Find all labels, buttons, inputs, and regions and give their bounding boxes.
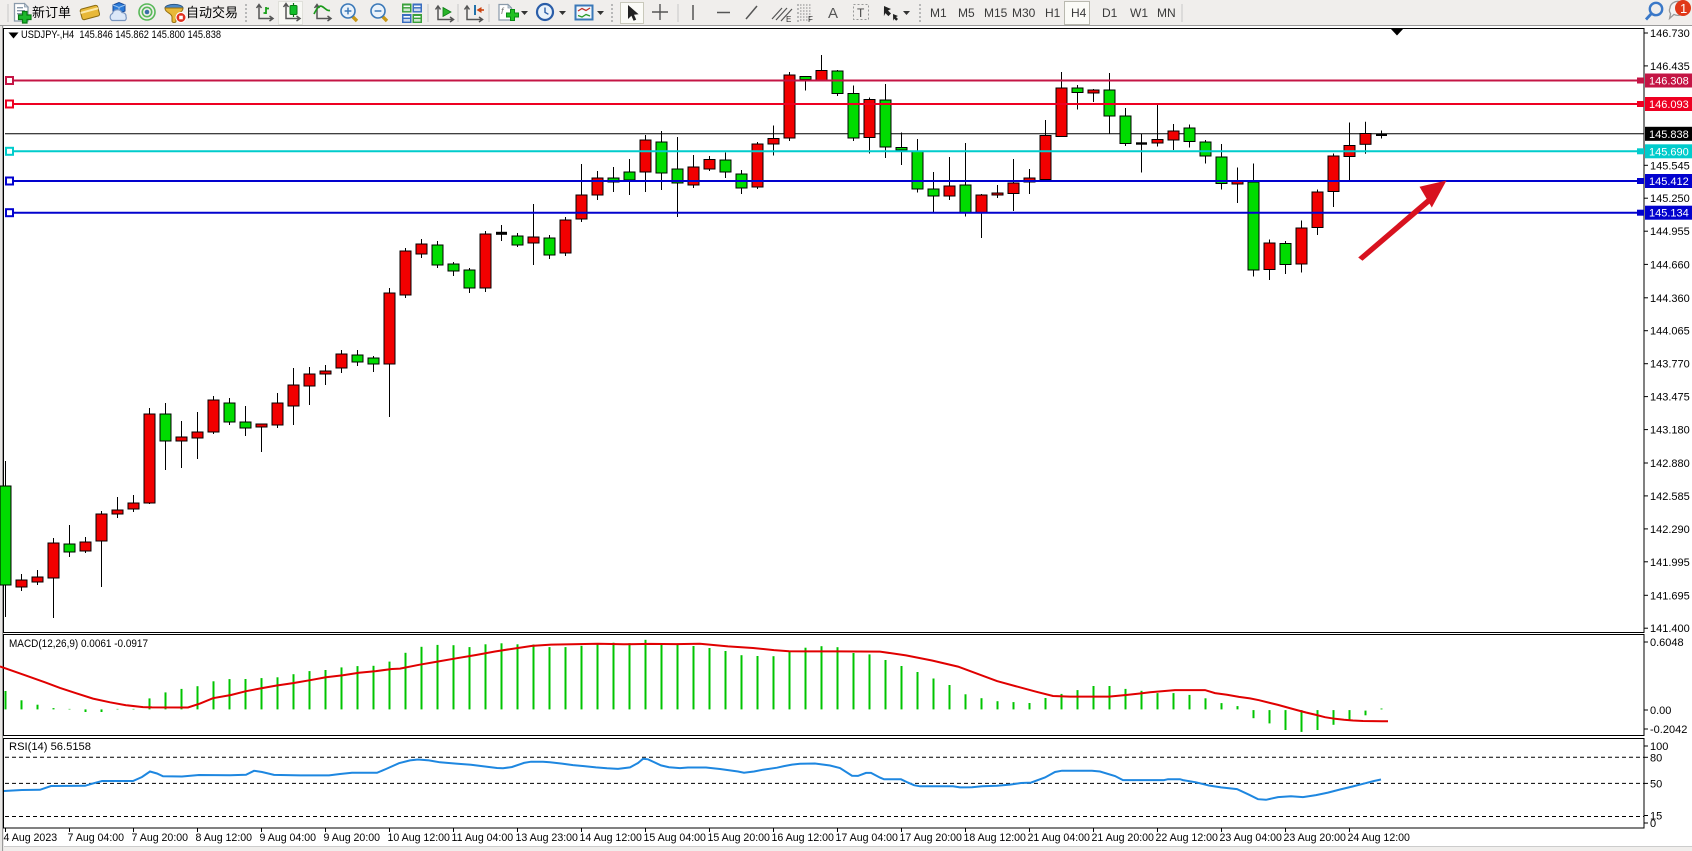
svg-text:0.6048: 0.6048 (1650, 637, 1684, 649)
svg-text:16 Aug 12:00: 16 Aug 12:00 (772, 832, 835, 844)
svg-text:145.412: 145.412 (1649, 176, 1689, 188)
svg-text:80: 80 (1650, 752, 1662, 764)
svg-text:143.475: 143.475 (1650, 392, 1690, 404)
svg-text:RSI(14) 56.5158: RSI(14) 56.5158 (9, 741, 91, 753)
svg-text:M5: M5 (958, 6, 975, 20)
svg-text:23 Aug 20:00: 23 Aug 20:00 (1284, 832, 1347, 844)
svg-text:100: 100 (1650, 741, 1668, 753)
svg-text:14 Aug 12:00: 14 Aug 12:00 (580, 832, 643, 844)
svg-text:7 Aug 04:00: 7 Aug 04:00 (68, 832, 125, 844)
svg-text:MACD(12,26,9) 0.0061 -0.0917: MACD(12,26,9) 0.0061 -0.0917 (9, 638, 148, 650)
svg-text:f: f (501, 6, 505, 16)
svg-text:MN: MN (1157, 6, 1176, 20)
svg-text:E: E (786, 15, 791, 24)
svg-text:0.00: 0.00 (1650, 705, 1671, 717)
svg-text:H4: H4 (1071, 6, 1087, 20)
svg-text:22 Aug 12:00: 22 Aug 12:00 (1156, 832, 1219, 844)
svg-text:9 Aug 04:00: 9 Aug 04:00 (260, 832, 317, 844)
svg-text:50: 50 (1650, 778, 1662, 790)
svg-text:D1: D1 (1102, 6, 1118, 20)
svg-text:-0.2042: -0.2042 (1650, 724, 1687, 736)
svg-text:USDJPY-,H4 145.846 145.862 14: USDJPY-,H4 145.846 145.862 145.800 145.8… (21, 29, 221, 41)
svg-text:142.290: 142.290 (1650, 524, 1690, 536)
svg-text:15 Aug 04:00: 15 Aug 04:00 (644, 832, 707, 844)
svg-text:1: 1 (1680, 1, 1687, 16)
svg-text:144.955: 144.955 (1650, 226, 1690, 238)
svg-text:9 Aug 20:00: 9 Aug 20:00 (324, 832, 381, 844)
svg-text:145.838: 145.838 (1649, 129, 1689, 141)
svg-text:146.435: 146.435 (1650, 61, 1690, 73)
svg-text:21 Aug 04:00: 21 Aug 04:00 (1028, 832, 1091, 844)
svg-text:0: 0 (1650, 818, 1656, 830)
svg-text:144.360: 144.360 (1650, 293, 1690, 305)
svg-text:11 Aug 04:00: 11 Aug 04:00 (452, 832, 514, 844)
svg-text:145.690: 145.690 (1649, 146, 1689, 158)
svg-text:T: T (857, 6, 865, 20)
svg-text:146.730: 146.730 (1650, 28, 1690, 40)
svg-text:144.065: 144.065 (1650, 326, 1690, 338)
svg-text:145.134: 145.134 (1649, 208, 1689, 220)
svg-text:143.770: 143.770 (1650, 359, 1690, 371)
svg-text:145.250: 145.250 (1650, 193, 1690, 205)
svg-text:M1: M1 (930, 6, 947, 20)
svg-text:13 Aug 23:00: 13 Aug 23:00 (516, 832, 579, 844)
svg-text:23 Aug 04:00: 23 Aug 04:00 (1220, 832, 1283, 844)
svg-text:新订单: 新订单 (32, 5, 71, 20)
svg-text:10 Aug 12:00: 10 Aug 12:00 (388, 832, 451, 844)
svg-text:21 Aug 20:00: 21 Aug 20:00 (1092, 832, 1155, 844)
svg-text:4 Aug 2023: 4 Aug 2023 (4, 832, 58, 844)
svg-text:24 Aug 12:00: 24 Aug 12:00 (1348, 832, 1411, 844)
svg-text:18 Aug 12:00: 18 Aug 12:00 (964, 832, 1027, 844)
svg-text:145.545: 145.545 (1650, 160, 1690, 172)
svg-text:144.660: 144.660 (1650, 259, 1690, 271)
svg-text:142.585: 142.585 (1650, 491, 1690, 503)
svg-text:146.093: 146.093 (1649, 99, 1689, 111)
svg-text:15: 15 (1650, 811, 1662, 823)
svg-text:146.308: 146.308 (1649, 76, 1689, 88)
svg-text:8 Aug 12:00: 8 Aug 12:00 (196, 832, 253, 844)
svg-text:7 Aug 20:00: 7 Aug 20:00 (132, 832, 189, 844)
svg-text:141.695: 141.695 (1650, 590, 1690, 602)
svg-text:A: A (828, 5, 838, 22)
svg-text:141.995: 141.995 (1650, 557, 1690, 569)
svg-text:142.880: 142.880 (1650, 458, 1690, 470)
svg-text:141.400: 141.400 (1650, 623, 1690, 635)
svg-text:M30: M30 (1012, 6, 1036, 20)
svg-text:17 Aug 20:00: 17 Aug 20:00 (900, 832, 963, 844)
svg-text:H1: H1 (1045, 6, 1061, 20)
svg-text:F: F (808, 15, 813, 24)
svg-text:143.180: 143.180 (1650, 425, 1690, 437)
svg-text:M15: M15 (984, 6, 1008, 20)
svg-text:W1: W1 (1130, 6, 1148, 20)
svg-text:17 Aug 04:00: 17 Aug 04:00 (836, 832, 899, 844)
svg-text:自动交易: 自动交易 (186, 5, 238, 20)
svg-text:15 Aug 20:00: 15 Aug 20:00 (708, 832, 771, 844)
